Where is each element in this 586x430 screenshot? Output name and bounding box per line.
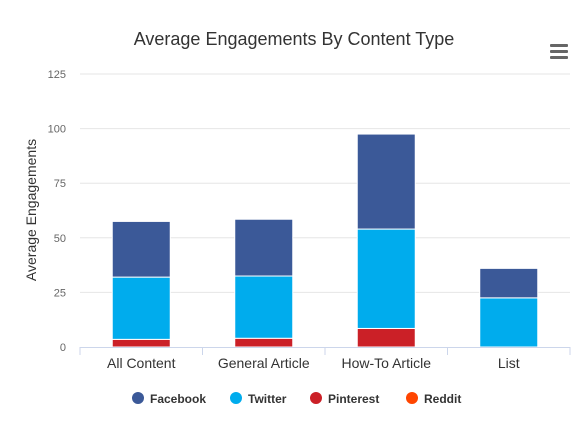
bar-facebook[interactable] [479, 267, 539, 299]
y-tick-label: 0 [60, 342, 66, 354]
legend-label: Reddit [424, 392, 461, 406]
bars [111, 133, 539, 348]
legend-label: Pinterest [328, 392, 379, 406]
legend: Facebook Twitter Pinterest Reddit [132, 392, 461, 406]
legend-swatch [310, 392, 322, 404]
legend-label: Twitter [248, 392, 287, 406]
legend-swatch [230, 392, 242, 404]
hamburger-icon [550, 44, 568, 59]
y-tick-label: 125 [48, 69, 66, 81]
bar-pinterest[interactable] [234, 337, 294, 348]
legend-label: Facebook [150, 392, 206, 406]
y-axis-ticks: 0 25 50 75 100 125 [48, 69, 66, 354]
bar-twitter[interactable] [356, 228, 416, 329]
x-tick-label: General Article [218, 355, 310, 371]
bar-twitter[interactable] [234, 275, 294, 339]
bar-facebook[interactable] [111, 220, 171, 278]
x-tick-label: All Content [107, 355, 176, 371]
bar-facebook[interactable] [234, 218, 294, 277]
y-tick-label: 50 [54, 233, 66, 245]
bar-twitter[interactable] [111, 276, 171, 340]
menu-button[interactable] [548, 40, 570, 60]
legend-swatch [406, 392, 418, 404]
x-tick-label: List [498, 355, 520, 371]
x-tick-label: How-To Article [342, 355, 432, 371]
y-tick-label: 75 [54, 178, 66, 190]
y-tick-label: 25 [54, 287, 66, 299]
chart-title: Average Engagements By Content Type [134, 29, 455, 49]
bar-facebook[interactable] [356, 133, 416, 230]
bar-pinterest[interactable] [356, 327, 416, 348]
legend-swatch [132, 392, 144, 404]
y-tick-label: 100 [48, 124, 66, 136]
legend-item-twitter[interactable]: Twitter [230, 392, 287, 406]
x-axis: All Content General Article How-To Article… [79, 347, 571, 371]
bar-twitter[interactable] [479, 297, 539, 348]
legend-item-pinterest[interactable]: Pinterest [310, 392, 379, 406]
y-axis-label: Average Engagements [23, 139, 39, 281]
legend-item-facebook[interactable]: Facebook [132, 392, 206, 406]
bar-pinterest[interactable] [111, 338, 171, 348]
legend-item-reddit[interactable]: Reddit [406, 392, 461, 406]
